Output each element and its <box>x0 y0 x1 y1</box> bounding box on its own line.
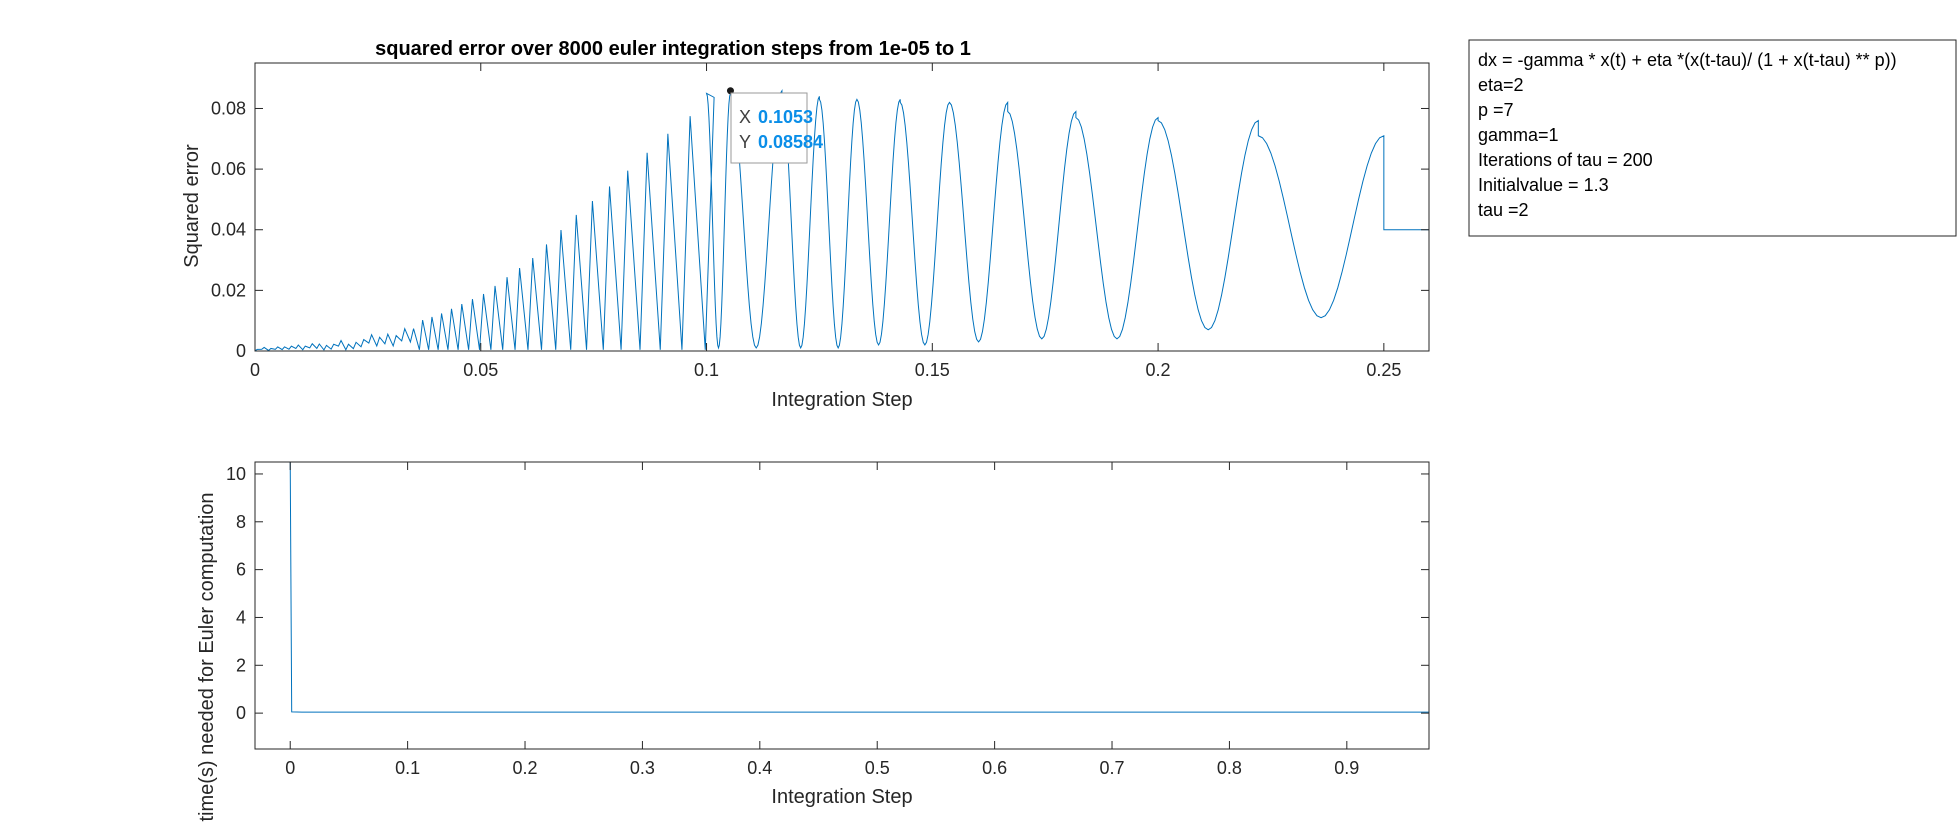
chart-top-ytick-label: 0.08 <box>211 98 246 118</box>
annotation-line-initialvalue: Initialvalue = 1.3 <box>1478 175 1609 195</box>
chart-bottom-xtick-label: 0.5 <box>865 758 890 778</box>
annotation-line-equation: dx = -gamma * x(t) + eta *(x(t-tau)/ (1 … <box>1478 50 1897 70</box>
datatip-y-key: Y <box>739 132 751 152</box>
chart-top-ytick-label: 0.02 <box>211 280 246 300</box>
chart-top-title: squared error over 8000 euler integratio… <box>375 38 971 60</box>
chart-bottom-x-label: Integration Step <box>771 786 912 808</box>
annotation-box: dx = -gamma * x(t) + eta *(x(t-tau)/ (1 … <box>1468 39 1957 237</box>
annotation-line-gamma: gamma=1 <box>1478 125 1559 145</box>
datatip-box <box>730 92 808 164</box>
datatip-y-value: 0.08584 <box>758 132 823 152</box>
chart-top-y-label: Squared error <box>181 144 203 268</box>
annotation-line-eta: eta=2 <box>1478 75 1524 95</box>
chart-top-x-label: Integration Step <box>771 389 912 411</box>
chart-bottom-xtick-label: 0 <box>285 758 295 778</box>
datatip-x-key: X <box>739 107 751 127</box>
chart-top-xtick-label: 0.05 <box>463 360 498 380</box>
chart-top-y-ticks: 0 0.02 0.04 0.06 0.08 <box>211 98 1429 361</box>
chart-top-series-line <box>254 88 1429 352</box>
chart-top-ytick-label: 0.04 <box>211 220 246 240</box>
chart-bottom-xtick-label: 0.9 <box>1334 758 1359 778</box>
chart-top: squared error over 8000 euler integratio… <box>181 38 1430 411</box>
chart-top-xtick-label: 0.2 <box>1146 360 1171 380</box>
datatip[interactable]: X 0.1053 Y 0.08584 <box>726 87 823 164</box>
chart-top-xtick-label: 0.1 <box>694 360 719 380</box>
chart-bottom-xtick-label: 0.6 <box>982 758 1007 778</box>
annotation-line-p: p =7 <box>1478 100 1514 120</box>
chart-bottom-ytick-label: 10 <box>226 464 246 484</box>
chart-bottom-xtick-label: 0.2 <box>513 758 538 778</box>
chart-bottom-ytick-label: 8 <box>236 512 246 532</box>
chart-bottom-axes-box <box>254 461 1430 750</box>
chart-top-xtick-label: 0.15 <box>915 360 950 380</box>
chart-bottom-xtick-label: 0.4 <box>747 758 772 778</box>
chart-bottom-ytick-label: 6 <box>236 560 246 580</box>
annotation-border <box>1468 39 1957 237</box>
chart-top-xtick-label: 0 <box>250 360 260 380</box>
chart-bottom-x-ticks: 0 0.1 0.2 0.3 0.4 0.5 0.6 0.7 0.8 0.9 <box>285 462 1359 778</box>
annotation-line-tau: tau =2 <box>1478 200 1529 220</box>
annotation-line-iterations: Iterations of tau = 200 <box>1478 150 1653 170</box>
chart-bottom-ytick-label: 2 <box>236 655 246 675</box>
chart-bottom-xtick-label: 0.7 <box>1100 758 1125 778</box>
chart-bottom-ytick-label: 0 <box>236 703 246 723</box>
chart-bottom-xtick-label: 0.8 <box>1217 758 1242 778</box>
chart-top-ytick-label: 0 <box>236 341 246 361</box>
chart-bottom: 0 0.1 0.2 0.3 0.4 0.5 0.6 0.7 0.8 0.9 0 2 4 6 8 10 Int… <box>196 461 1430 822</box>
chart-top-ytick-label: 0.06 <box>211 159 246 179</box>
chart-bottom-y-label: time(s) needed for Euler computation <box>196 492 218 821</box>
chart-top-plot-area <box>254 88 1429 352</box>
chart-bottom-ytick-label: 4 <box>236 607 246 627</box>
chart-bottom-xtick-label: 0.1 <box>395 758 420 778</box>
datatip-x-value: 0.1053 <box>758 107 813 127</box>
chart-top-axes-box <box>254 62 1430 352</box>
chart-bottom-series-line <box>289 461 1429 713</box>
chart-top-xtick-label: 0.25 <box>1366 360 1401 380</box>
chart-bottom-y-ticks: 0 2 4 6 8 10 <box>226 464 1429 723</box>
chart-bottom-xtick-label: 0.3 <box>630 758 655 778</box>
chart-bottom-plot-area <box>289 461 1429 713</box>
chart-top-x-ticks: 0 0.05 0.1 0.15 0.2 0.25 <box>250 63 1401 380</box>
